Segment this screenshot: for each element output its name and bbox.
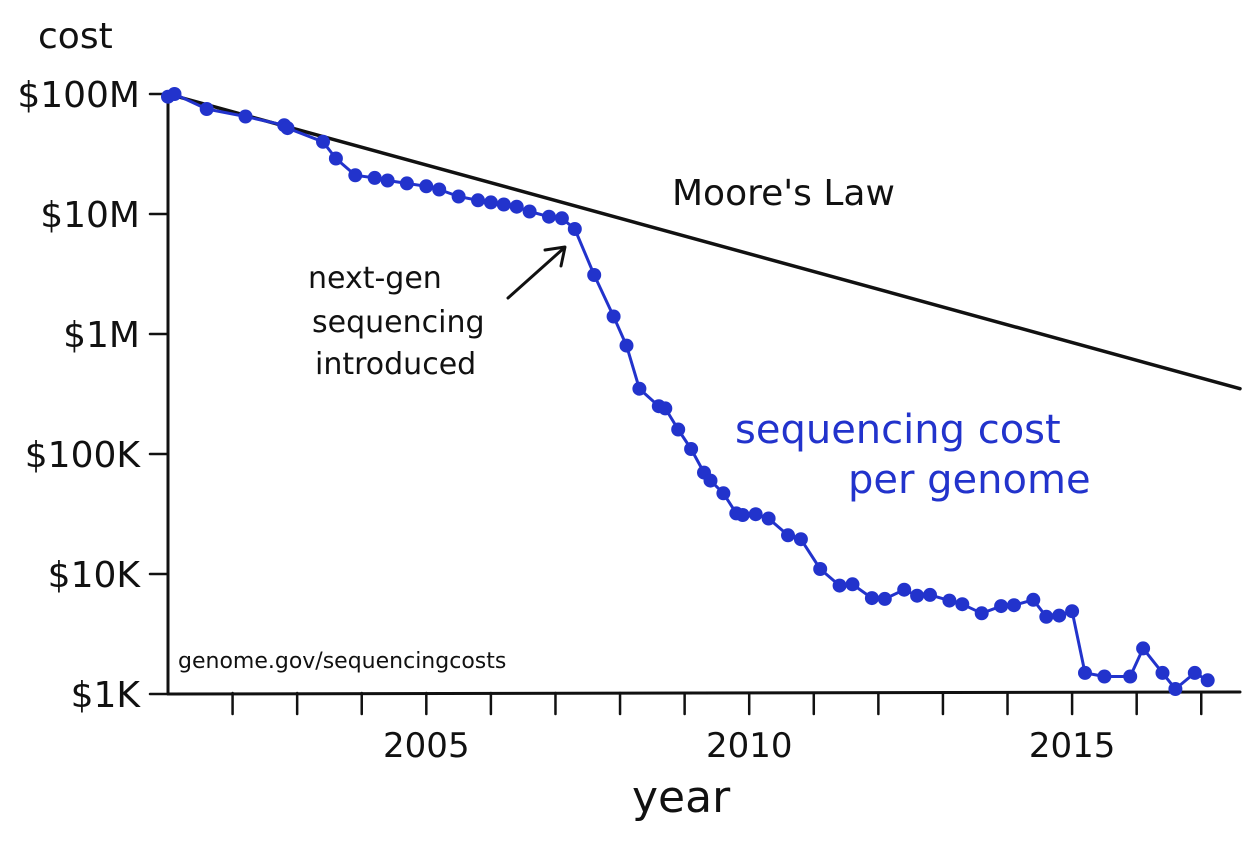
annotation-arrow-head [543,245,567,268]
sequencing-cost-point [684,442,699,456]
sequencing-cost-point [1136,641,1151,656]
x-axis-title: year [632,772,731,823]
sequencing-cost-point [1052,608,1067,623]
sequencing-cost-point [280,121,295,136]
sequencing-cost-point [483,195,498,210]
sequencing-cost-point [716,486,731,501]
y-tick-label: $1K [71,675,142,716]
sequencing-cost-point [632,381,647,396]
sequencing-cost-point [238,109,253,124]
x-tick-label: 2005 [383,726,470,766]
sequencing-cost-point [761,511,776,526]
sequencing-cost-point [1155,665,1170,680]
sequencing-cost-point [1007,598,1021,613]
sequencing-cost-point [167,87,182,101]
sequencing-cost-point [910,588,925,603]
sequencing-cost-label-line2: per genome [848,457,1091,503]
sequencing-cost-label-line1: sequencing cost [735,407,1061,453]
sequencing-cost-point [328,151,343,166]
sequencing-cost-point [793,532,808,547]
annotation-next-gen-line2: sequencing [312,305,485,340]
sequencing-cost-point [567,222,582,236]
sequencing-cost-point [864,591,879,606]
sequencing-cost-point [1039,609,1054,624]
sequencing-cost-point [735,508,750,522]
y-axis-title: cost [38,16,113,57]
sequencing-cost-point [671,422,686,437]
y-tick-label: $10M [40,195,140,236]
sequencing-cost-point [419,179,434,194]
annotation-next-gen-line1: next-gen [308,261,442,296]
y-tick-label: $1M [63,315,140,356]
x-axis-ticks: 2005 2010 2015 [231,691,1203,766]
source-note: genome.gov/sequencingcosts [178,649,506,674]
sequencing-cost-point [554,211,569,226]
sequencing-cost-point [316,134,330,149]
moores-law-label: Moore's Law [672,173,895,214]
sequencing-cost-point [522,204,537,219]
sequencing-cost-point [432,182,447,197]
sequencing-cost-point [451,189,466,204]
sequencing-cost-point [619,338,634,353]
sequencing-cost-point [509,199,524,214]
series-layer [161,87,1242,696]
sequencing-cost-point [471,193,485,208]
sequencing-cost-point [542,209,556,224]
sequencing-cost-point [1026,592,1041,607]
y-tick-label: $100M [17,75,140,116]
sequencing-cost-point [348,168,363,183]
sequencing-cost-point [1065,604,1080,619]
sequencing-cost-point [1200,673,1215,688]
y-tick-label: $100K [25,435,142,476]
sequencing-cost-point [994,599,1009,614]
sequencing-cost-point [781,528,795,543]
sequencing-cost-point [587,268,602,282]
y-axis-ticks: $100M $10M $1M $100K $10K $1K [17,75,170,716]
sequencing-cost-point [703,473,718,488]
sequencing-cost-point [1187,665,1202,680]
sequencing-cost-point [1123,669,1138,684]
sequencing-cost-point [399,176,414,191]
x-tick-label: 2010 [706,726,793,766]
sequencing-cost-point [1097,669,1112,684]
sequencing-cost-point [367,170,382,185]
moores-law-line [166,92,1242,391]
annotation-arrow [506,246,566,300]
sequencing-cost-point [942,593,957,608]
sequencing-cost-point [832,578,847,593]
sequencing-cost-point [877,591,892,606]
sequencing-cost-point [955,597,970,612]
x-axis-line [166,690,1242,696]
sequencing-cost-point [897,582,912,597]
sequencing-cost-point [380,173,395,188]
y-tick-label: $10K [48,555,142,596]
sequencing-cost-point [974,606,989,621]
sequencing-cost-point [748,507,763,522]
sequencing-cost-point [496,197,511,212]
sequencing-cost-point [658,401,673,416]
sequencing-cost-point [199,102,214,116]
sequencing-cost-point [923,587,937,602]
annotation-next-gen-line3: introduced [315,347,476,382]
sequencing-cost-point [813,562,828,576]
sequencing-cost-point [1168,682,1183,696]
sequencing-cost-point [845,577,860,592]
x-tick-label: 2015 [1029,726,1116,766]
sequencing-cost-point [606,309,621,324]
sequencing-cost-point [1078,665,1092,680]
